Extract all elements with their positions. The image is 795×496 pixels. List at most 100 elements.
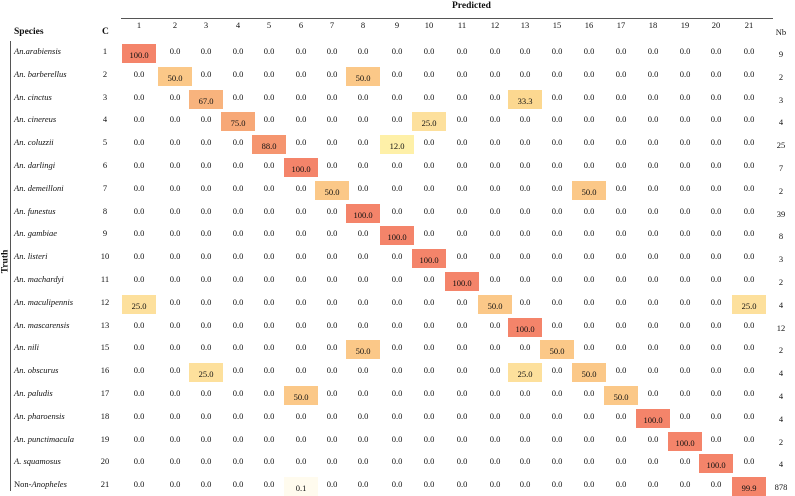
matrix-cell-value: 0.0 xyxy=(169,365,181,376)
matrix-cell-value: 0.0 xyxy=(710,319,722,330)
matrix-cell-value: 0.0 xyxy=(200,319,212,330)
cell-highlight xyxy=(445,272,479,291)
sample-count: 9 xyxy=(778,49,784,59)
cell-highlight xyxy=(604,386,638,405)
matrix-cell-value: 0.0 xyxy=(679,205,691,216)
matrix-cell-value: 0.0 xyxy=(456,388,468,398)
matrix-cell-value: 0.0 xyxy=(169,46,181,56)
sample-count: 4 xyxy=(778,391,784,401)
matrix-cell-value: 0.1 xyxy=(295,483,307,494)
species-label: An. funestus xyxy=(14,205,56,216)
matrix-cell-value: 0.0 xyxy=(391,410,403,421)
class-index: 6 xyxy=(102,160,108,170)
matrix-cell-value: 0.0 xyxy=(551,456,563,467)
matrix-cell-value: 50.0 xyxy=(324,186,340,197)
sample-count: 3 xyxy=(778,94,784,105)
matrix-cell-value: 0.0 xyxy=(679,365,691,376)
sample-count: 4 xyxy=(778,117,784,128)
matrix-cell-value: 88.0 xyxy=(261,141,277,152)
matrix-cell-value: 0.0 xyxy=(326,456,338,467)
predicted-axis-label: Predicted xyxy=(452,1,491,11)
matrix-cell-value: 0.0 xyxy=(456,46,468,56)
matrix-cell-value: 0.0 xyxy=(489,46,501,56)
matrix-cell-value: 0.0 xyxy=(583,228,595,239)
matrix-cell-value: 0.0 xyxy=(615,433,627,444)
matrix-cell-value: 0.0 xyxy=(326,342,338,353)
matrix-cell-value: 0.0 xyxy=(200,342,212,353)
column-header-13: 13 xyxy=(520,20,530,30)
matrix-cell-value: 0.0 xyxy=(357,388,369,398)
c-column-header: C xyxy=(102,27,109,37)
cell-highlight xyxy=(380,226,414,246)
matrix-cell-value: 0.0 xyxy=(615,410,627,421)
matrix-cell-value: 0.0 xyxy=(263,388,275,398)
matrix-cell-value: 0.0 xyxy=(551,274,563,284)
matrix-cell-value: 0.0 xyxy=(391,91,403,102)
matrix-cell-value: 0.0 xyxy=(679,91,691,102)
matrix-cell-value: 0.0 xyxy=(133,137,145,148)
matrix-cell-value: 0.0 xyxy=(357,228,369,239)
class-index: 13 xyxy=(100,319,110,330)
matrix-cell-value: 0.0 xyxy=(456,251,468,262)
matrix-cell-value: 0.0 xyxy=(583,205,595,216)
species-label: An. darlingi xyxy=(14,160,56,170)
matrix-cell-value: 0.0 xyxy=(743,365,755,376)
matrix-cell-value: 0.0 xyxy=(169,296,181,307)
matrix-cell-value: 0.0 xyxy=(200,251,212,262)
sample-count: 2 xyxy=(778,277,784,287)
matrix-cell-value: 100.0 xyxy=(452,278,472,288)
sample-count: 8 xyxy=(778,231,784,242)
matrix-cell-value: 0.0 xyxy=(232,388,244,398)
matrix-cell-value: 0.0 xyxy=(326,114,338,125)
matrix-cell-value: 0.0 xyxy=(647,296,659,307)
matrix-cell-value: 0.0 xyxy=(391,388,403,398)
matrix-cell-value: 0.0 xyxy=(456,182,468,193)
sample-count: 7 xyxy=(778,163,784,173)
matrix-cell-value: 0.0 xyxy=(423,91,435,102)
matrix-cell-value: 0.0 xyxy=(615,137,627,148)
matrix-cell-value: 0.0 xyxy=(679,410,691,421)
matrix-cell-value: 0.0 xyxy=(679,342,691,353)
matrix-cell-value: 0.0 xyxy=(519,410,531,421)
matrix-cell-value: 0.0 xyxy=(710,479,722,490)
matrix-cell-value: 0.0 xyxy=(743,91,755,102)
matrix-cell-value: 0.0 xyxy=(423,228,435,239)
matrix-cell-value: 50.0 xyxy=(549,346,565,357)
matrix-cell-value: 25.0 xyxy=(131,300,147,311)
matrix-cell-value: 0.0 xyxy=(710,160,722,170)
column-header-20: 20 xyxy=(711,20,721,30)
matrix-cell-value: 0.0 xyxy=(489,114,501,125)
matrix-cell-value: 12.0 xyxy=(389,141,405,152)
class-index: 11 xyxy=(100,274,110,284)
matrix-cell-value: 0.0 xyxy=(357,319,369,330)
matrix-cell-value: 0.0 xyxy=(456,433,468,444)
matrix-cell-value: 0.0 xyxy=(169,274,181,284)
matrix-cell-value: 25.0 xyxy=(517,369,533,380)
matrix-cell-value: 0.0 xyxy=(519,160,531,170)
matrix-cell-value: 100.0 xyxy=(675,437,695,448)
matrix-cell-value: 0.0 xyxy=(519,296,531,307)
matrix-cell-value: 0.0 xyxy=(232,433,244,444)
matrix-cell-value: 0.0 xyxy=(710,205,722,216)
matrix-cell-value: 0.0 xyxy=(295,68,307,79)
cell-highlight xyxy=(636,408,670,428)
matrix-cell-value: 0.0 xyxy=(710,91,722,102)
matrix-cell-value: 100.0 xyxy=(129,50,149,60)
matrix-cell-value: 0.0 xyxy=(200,296,212,307)
matrix-cell-value: 0.0 xyxy=(326,251,338,262)
species-label: An. machardyi xyxy=(14,274,64,284)
matrix-cell-value: 0.0 xyxy=(456,68,468,79)
matrix-cell-value: 0.0 xyxy=(232,228,244,239)
matrix-cell-value: 0.0 xyxy=(456,160,468,170)
matrix-cell-value: 0.0 xyxy=(200,410,212,421)
matrix-cell-value: 0.0 xyxy=(232,160,244,170)
matrix-cell-value: 0.0 xyxy=(456,91,468,102)
cell-highlight xyxy=(732,294,766,314)
species-label: A. squamosus xyxy=(14,456,61,467)
matrix-cell-value: 0.0 xyxy=(456,456,468,467)
matrix-cell-value: 0.0 xyxy=(263,410,275,421)
matrix-cell-value: 0.0 xyxy=(456,479,468,490)
sample-count: 4 xyxy=(778,413,784,424)
species-label: An. gambiae xyxy=(14,228,57,239)
matrix-cell-value: 0.0 xyxy=(583,137,595,148)
